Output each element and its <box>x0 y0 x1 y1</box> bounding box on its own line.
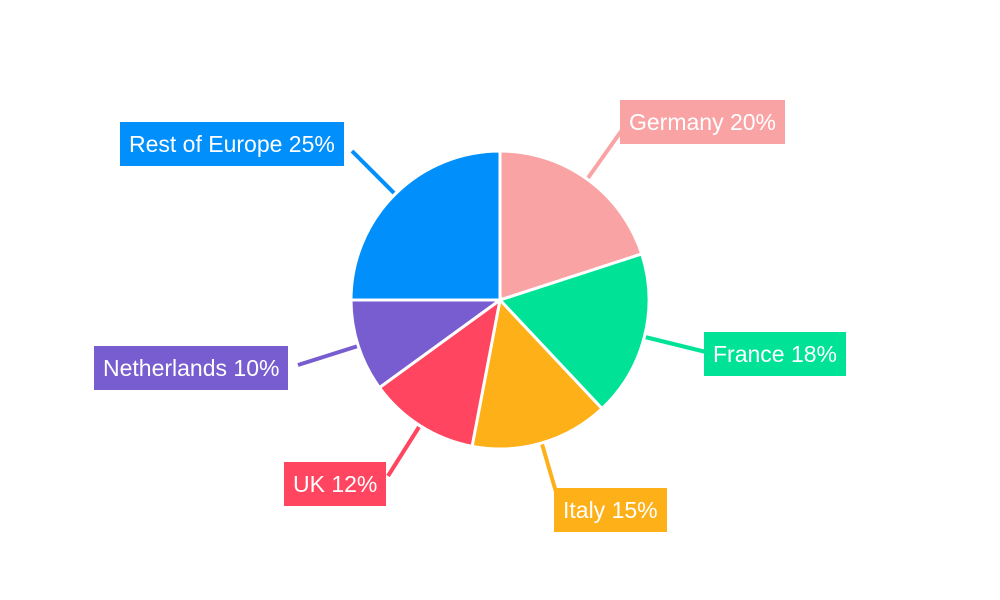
leader-line <box>297 344 359 367</box>
leader-line <box>540 443 558 493</box>
pie-slice-france[interactable] <box>497 252 651 411</box>
data-label: France 18% <box>704 332 847 376</box>
data-label: Italy 15% <box>554 488 667 532</box>
pie-slice-netherlands[interactable] <box>349 298 505 390</box>
pie-slice-italy[interactable] <box>470 296 605 451</box>
leader-line <box>386 425 421 478</box>
data-label: UK 12% <box>284 462 387 506</box>
pie-slice-germany[interactable] <box>498 149 644 303</box>
leader-line <box>586 128 624 180</box>
data-label: Germany 20% <box>620 100 786 144</box>
pie-slice-rest-of-europe[interactable] <box>349 149 502 302</box>
pie-slice-uk[interactable] <box>377 296 503 449</box>
leader-line <box>350 149 396 195</box>
data-label: Rest of Europe 25% <box>120 122 344 166</box>
data-label: Netherlands 10% <box>94 346 289 390</box>
leader-line <box>644 335 707 354</box>
